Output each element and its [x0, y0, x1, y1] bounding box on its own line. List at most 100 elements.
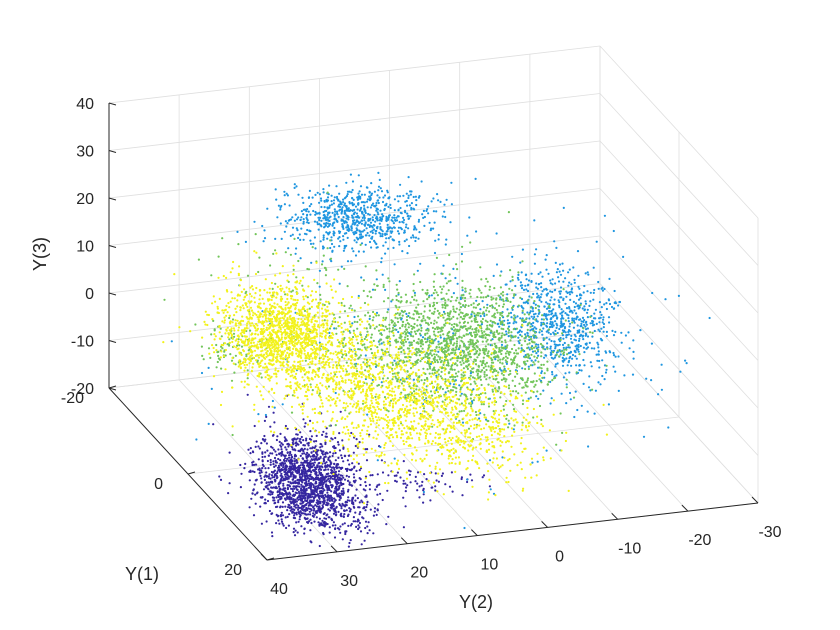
data-point [549, 310, 553, 313]
data-point [512, 428, 515, 431]
data-point [481, 312, 484, 315]
data-point [480, 329, 483, 332]
data-point [275, 513, 278, 517]
data-point [312, 512, 315, 515]
data-point [302, 457, 305, 460]
data-point [298, 485, 301, 488]
data-point [293, 493, 297, 496]
data-point [280, 445, 283, 448]
data-point [522, 399, 525, 402]
data-point [386, 189, 389, 192]
data-point [491, 325, 494, 328]
data-point [400, 350, 403, 354]
data-point [584, 342, 587, 346]
data-point [555, 353, 558, 356]
data-point [514, 375, 517, 378]
data-point [582, 327, 585, 330]
data-point [509, 280, 512, 283]
data-point [375, 513, 378, 517]
data-point [345, 509, 348, 512]
data-point [306, 461, 309, 465]
data-point [337, 495, 340, 498]
data-point [248, 506, 251, 509]
data-point [337, 510, 340, 513]
data-point [333, 507, 336, 510]
data-point [576, 408, 579, 412]
data-point [380, 342, 383, 345]
data-point [353, 233, 356, 236]
data-point [496, 311, 499, 314]
data-point [381, 213, 384, 216]
data-point [324, 441, 327, 444]
data-point [328, 331, 331, 334]
data-point [660, 363, 663, 366]
data-point [281, 443, 284, 446]
data-point [543, 305, 546, 308]
data-point [523, 319, 526, 322]
data-point [323, 199, 326, 203]
data-point [524, 333, 527, 336]
data-point [333, 245, 336, 248]
data-point [219, 478, 223, 481]
data-point [297, 193, 300, 196]
data-point [460, 363, 463, 366]
data-point [532, 334, 535, 337]
data-point [553, 298, 556, 301]
data-point [491, 390, 494, 393]
data-point [302, 470, 305, 473]
data-point [402, 218, 406, 222]
data-point [325, 514, 328, 517]
data-point [360, 222, 363, 225]
data-point [588, 375, 591, 378]
data-point [472, 399, 475, 402]
data-point [425, 209, 428, 212]
data-point [412, 317, 415, 320]
data-point [252, 489, 255, 492]
data-point [376, 508, 379, 511]
data-point [378, 231, 381, 234]
data-point [322, 238, 325, 241]
data-point [424, 333, 427, 336]
data-point [302, 213, 305, 216]
data-point [322, 481, 325, 484]
data-point [404, 200, 407, 203]
data-point [453, 310, 456, 313]
data-point [517, 392, 520, 395]
data-point [338, 205, 342, 208]
data-point [444, 378, 447, 381]
data-point [484, 319, 487, 322]
data-point [331, 519, 334, 522]
data-point [280, 520, 284, 523]
data-point [491, 388, 494, 391]
data-point [515, 366, 518, 369]
data-point [494, 335, 497, 339]
data-point [363, 229, 366, 232]
data-point [538, 299, 541, 302]
data-point [452, 383, 456, 386]
data-point [357, 197, 360, 201]
data-point [289, 218, 293, 221]
data-point [583, 351, 586, 354]
data-point [546, 360, 549, 363]
data-point [430, 354, 434, 357]
data-point [639, 329, 642, 332]
data-point [393, 198, 396, 201]
data-point [573, 349, 576, 352]
data-point [532, 321, 535, 324]
data-point [509, 369, 512, 373]
data-point [308, 229, 311, 233]
data-point [442, 316, 445, 319]
data-point [422, 493, 425, 496]
data-point [578, 287, 581, 290]
data-point [275, 487, 278, 490]
data-point [536, 296, 539, 299]
data-point [347, 488, 350, 491]
data-point [282, 479, 285, 482]
data-point [300, 469, 303, 472]
data-point [389, 235, 392, 238]
data-point [451, 490, 454, 493]
data-point [524, 284, 527, 287]
data-point [530, 359, 533, 362]
data-point [371, 229, 374, 232]
data-point [409, 481, 412, 484]
